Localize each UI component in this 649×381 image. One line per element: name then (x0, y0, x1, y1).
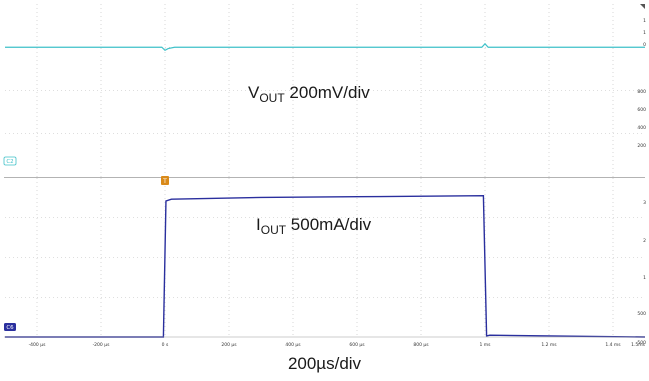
bottom-panel-scale-labels: 3 2 1 500 -500 (636, 200, 646, 346)
x-axis-tick-labels: -400 µs -200 µs 0 s 200 µs 400 µs 600 µs 800 µ… (29, 342, 646, 348)
corner-mark (640, 4, 645, 9)
x-tick-label: 800 µs (413, 342, 429, 348)
x-tick-label: 1.4 ms (605, 342, 621, 348)
scale-label: 1 (643, 275, 646, 281)
x-tick-label: -400 µs (29, 342, 47, 348)
channel-marker-c2: C2 (3, 156, 17, 166)
scale-label: 500 (637, 311, 646, 317)
x-tick-label: 0 s (162, 342, 169, 348)
top-panel-scale-labels: 1 1 0 800 600 400 200 (637, 18, 646, 149)
channel-label-c2: C2 (6, 159, 13, 165)
scale-label: 1 (643, 18, 646, 24)
channel-marker-c6: C6 (4, 323, 16, 331)
vout-trace (5, 42, 645, 52)
x-tick-label: 1 ms (479, 342, 491, 348)
scale-label: 2 (643, 238, 646, 244)
iout-trace (5, 194, 646, 338)
bottom-panel: 3 2 1 500 -500 C6 IOUT 500mA/div (4, 178, 646, 346)
scale-label: 3 (643, 200, 646, 206)
scale-label: 0 (643, 42, 646, 48)
x-tick-label: -200 µs (93, 342, 111, 348)
time-scale-label: 200µs/div (287, 354, 362, 373)
x-tick-label: 1.5ms (631, 342, 646, 348)
trigger-marker: T (161, 176, 169, 185)
x-tick-label: 200 µs (221, 342, 237, 348)
x-tick-label: 400 µs (285, 342, 301, 348)
scale-label: -500 (636, 340, 646, 346)
iout-annotation: IOUT 500mA/div (256, 215, 372, 237)
top-panel: 1 1 0 800 600 400 200 C2 VOUT 200mV/div (3, 4, 646, 177)
scale-label: 400 (637, 125, 646, 131)
scale-label: 200 (637, 143, 646, 149)
svg-text:T: T (162, 178, 167, 185)
scale-label: 1 (643, 30, 646, 36)
scale-label: 600 (637, 107, 646, 113)
x-tick-label: 600 µs (349, 342, 365, 348)
channel-label-c6: C6 (6, 325, 14, 331)
vout-annotation: VOUT 200mV/div (248, 83, 370, 105)
x-tick-label: 1.2 ms (541, 342, 557, 348)
scale-label: 800 (637, 89, 646, 95)
bottom-panel-grid (5, 178, 645, 337)
